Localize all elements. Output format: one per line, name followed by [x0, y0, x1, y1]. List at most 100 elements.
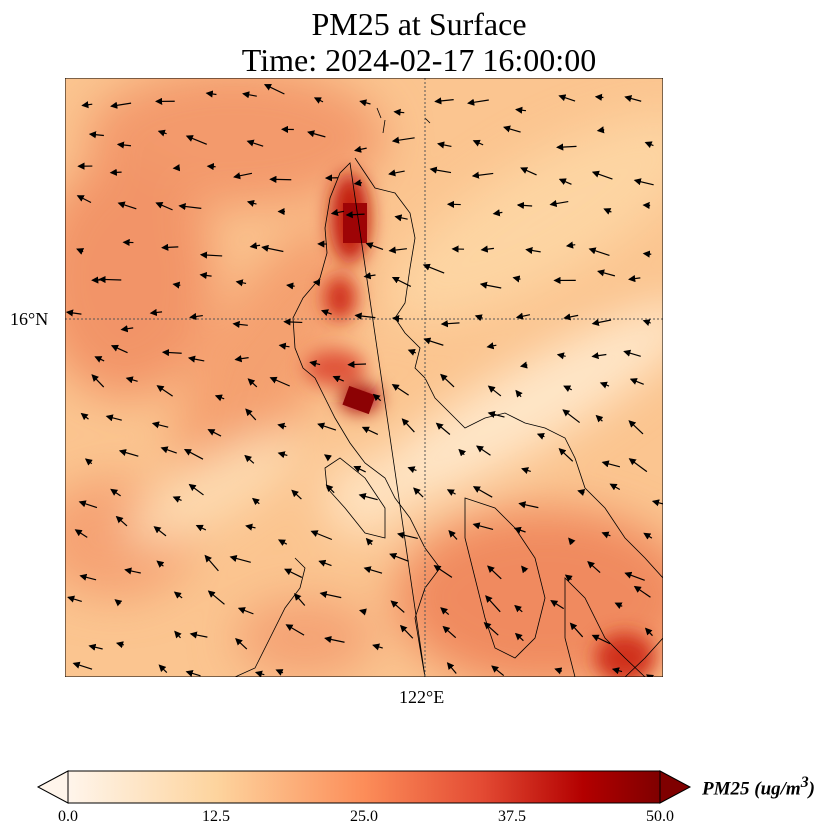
wind-arrow: [594, 93, 604, 101]
wind-arrow: [558, 94, 576, 102]
wind-arrow: [422, 263, 445, 274]
wind-arrow: [347, 360, 367, 369]
wind-arrow: [643, 532, 653, 540]
wind-arrow: [597, 269, 616, 277]
wind-arrow: [312, 279, 321, 287]
wind-arrow: [205, 90, 217, 98]
wind-arrow: [324, 635, 345, 643]
lon-label: 122°E: [399, 687, 445, 707]
colorbar-min-extend: [36, 770, 69, 804]
wind-arrow: [269, 376, 290, 387]
wind-arrow: [642, 250, 652, 258]
plot-title-line2: Time: 2024-02-17 16:00:00: [241, 42, 597, 78]
wind-arrow: [235, 279, 247, 287]
wind-arrow: [587, 560, 601, 573]
wind-arrow: [195, 524, 207, 532]
wind-arrow: [536, 432, 545, 440]
wind-arrow: [394, 214, 408, 222]
wind-arrow: [611, 667, 623, 675]
wind-arrow: [233, 172, 253, 180]
wind-arrow: [633, 178, 654, 186]
wind-arrow: [562, 409, 581, 424]
wind-arrow: [293, 593, 306, 606]
wind-arrow: [479, 281, 502, 289]
wind-arrow: [389, 552, 409, 562]
wind-arrow: [232, 320, 248, 328]
lat-label: 16°N: [10, 309, 49, 329]
wind-arrow: [525, 246, 541, 255]
colorbar-tick: 50.0: [646, 808, 674, 825]
wind-arrow: [480, 245, 494, 253]
wind-arrow: [269, 175, 292, 183]
wind-arrow: [65, 309, 82, 317]
wind-arrow: [372, 643, 383, 651]
wind-arrow: [624, 571, 645, 581]
wind-arrow: [483, 622, 499, 636]
wind-arrow: [246, 139, 264, 147]
wind-arrow: [149, 308, 163, 317]
wind-arrow: [353, 179, 363, 187]
colorbar-label-close: ): [808, 778, 815, 800]
wind-arrow: [514, 632, 524, 642]
wind-arrow: [515, 312, 531, 320]
wind-arrow: [390, 600, 405, 613]
wind-arrow: [558, 448, 574, 462]
wind-arrow: [115, 641, 125, 649]
wind-arrow: [178, 202, 202, 211]
wind-arrow: [565, 241, 576, 249]
wind-arrow: [125, 376, 138, 384]
wind-arrow: [263, 84, 285, 95]
wind-arrow: [595, 414, 604, 423]
wind-arrow: [472, 522, 494, 531]
wind-arrow: [88, 131, 104, 139]
wind-arrow: [628, 420, 644, 435]
wind-arrow: [277, 422, 287, 430]
wind-arrow: [440, 320, 460, 328]
wind-arrow: [440, 373, 455, 388]
wind-arrow: [330, 208, 345, 216]
colorbar-max-extend: [659, 770, 692, 804]
wind-arrow: [199, 271, 212, 280]
wind-arrow: [476, 445, 491, 456]
wind-arrow: [577, 489, 586, 496]
wind-arrow: [520, 167, 537, 176]
wind-arrow: [286, 282, 295, 290]
wind-arrow: [117, 201, 137, 210]
wind-arrow: [388, 169, 405, 177]
colorbar: [36, 770, 692, 804]
wind-arrow: [237, 607, 254, 615]
wind-arrow: [242, 91, 257, 99]
wind-arrow: [516, 201, 533, 210]
wind-arrow: [98, 275, 122, 284]
wind-arrow: [183, 449, 204, 460]
wind-arrow: [633, 585, 651, 598]
wind-arrow: [596, 126, 605, 134]
wind-arrow: [116, 141, 132, 149]
wind-arrow: [515, 106, 527, 114]
coastline: [234, 107, 663, 677]
colorbar-tick: 12.5: [202, 808, 230, 825]
wind-arrow: [285, 624, 305, 636]
wind-arrow: [249, 242, 261, 250]
wind-arrow: [609, 483, 621, 491]
wind-arrows: [65, 84, 663, 677]
wind-arrow: [246, 199, 257, 207]
wind-arrow: [151, 421, 169, 429]
wind-arrow: [160, 446, 177, 454]
wind-arrow: [623, 349, 641, 357]
wind-arrow: [358, 608, 367, 616]
wind-arrow: [283, 318, 303, 326]
wind-arrow: [446, 489, 456, 496]
wind-arrow: [629, 378, 644, 385]
pm25-field: [65, 78, 663, 677]
wind-arrow: [317, 422, 337, 431]
wind-arrow: [244, 454, 255, 464]
wind-arrow: [591, 634, 611, 645]
wind-arrow: [124, 567, 141, 575]
wind-arrow: [284, 568, 303, 579]
wind-arrow: [199, 251, 223, 259]
wind-arrow: [345, 211, 365, 219]
wind-arrow: [591, 170, 613, 180]
wind-arrow: [291, 489, 302, 500]
wind-arrow: [91, 374, 105, 388]
